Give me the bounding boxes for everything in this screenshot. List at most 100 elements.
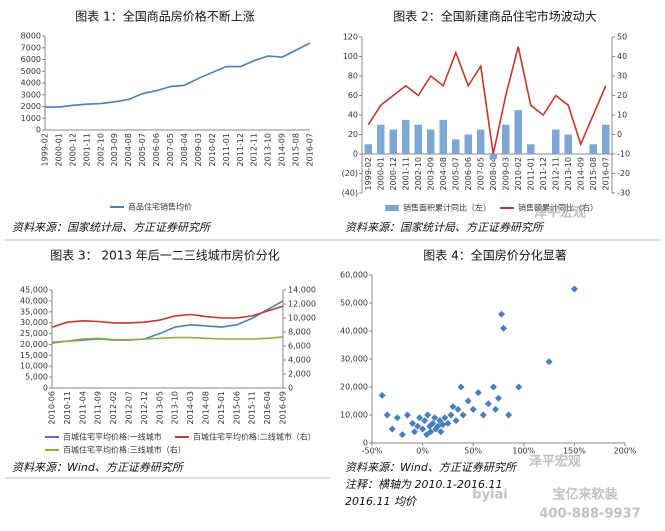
y2-tick-label: -30 bbox=[617, 189, 630, 198]
x-tick-label: 2015-08 bbox=[292, 133, 301, 166]
x-tick-label: 2016-09 bbox=[279, 391, 288, 424]
y-tick-label: 15,000 bbox=[20, 351, 48, 360]
x-tick-label: 1999-02 bbox=[364, 157, 373, 190]
bar bbox=[564, 134, 572, 154]
y-tick-label: 45,000 bbox=[20, 286, 48, 295]
x-tick-label: 2005-07 bbox=[138, 133, 147, 166]
legend-label: 销售面积累计同比（左） bbox=[403, 203, 491, 213]
x-tick-label: 2006-06 bbox=[152, 133, 161, 166]
point bbox=[459, 411, 467, 419]
y-tick-label: 7000 bbox=[21, 43, 41, 52]
point bbox=[439, 421, 447, 429]
x-tick-label: 2003-09 bbox=[426, 157, 435, 190]
point bbox=[393, 414, 401, 422]
point bbox=[419, 425, 427, 433]
y-tick-label: 20,000 bbox=[20, 340, 48, 349]
x-tick-label: 2000-01 bbox=[376, 157, 385, 190]
point bbox=[457, 383, 465, 391]
watermark: byiai bbox=[472, 488, 507, 503]
point bbox=[408, 419, 416, 427]
y2-tick-label: 2,000 bbox=[288, 370, 311, 379]
bar bbox=[602, 124, 610, 154]
x-tick-label: 2010-11 bbox=[63, 391, 72, 424]
y-tick-label: 80 bbox=[348, 72, 358, 81]
y-tick-label: 10,000 bbox=[20, 362, 48, 371]
point bbox=[495, 394, 502, 402]
chart-title: 图表 2：全国新建商品住宅市场波动大 bbox=[393, 9, 596, 24]
y-tick-label: 0 bbox=[43, 384, 48, 393]
x-tick-label: 2003-09 bbox=[110, 133, 119, 166]
x-tick-label: 2012-07 bbox=[125, 391, 134, 424]
point bbox=[414, 422, 422, 430]
point bbox=[449, 403, 457, 411]
y-tick-label: 100 bbox=[343, 52, 358, 61]
legend-label: 商品住宅销售均价 bbox=[128, 202, 192, 212]
x-tick-label: 2012-12 bbox=[140, 391, 149, 424]
x-tick-label: 2000-12 bbox=[389, 157, 398, 190]
watermark: 400-888-9937 bbox=[539, 507, 640, 522]
x-tick-label: 2014-08 bbox=[202, 391, 211, 424]
bar bbox=[414, 124, 422, 154]
point bbox=[436, 417, 444, 425]
x-tick-label: 150% bbox=[563, 447, 586, 456]
note: 2016.11 均价 bbox=[345, 495, 417, 508]
chart-title: 图表 3： 2013 年后一二三线城市房价分化 bbox=[50, 248, 280, 263]
series-line bbox=[51, 305, 284, 328]
x-tick-label: 2014-09 bbox=[278, 133, 287, 166]
x-tick-label: 2011-01 bbox=[222, 133, 231, 166]
point bbox=[484, 400, 492, 408]
chart-title: 图表 4：全国房价分化显著 bbox=[423, 248, 566, 263]
source: 资料来源：Wind、方正证券研究所 bbox=[345, 461, 518, 474]
x-tick-label: 2015-06 bbox=[232, 391, 241, 424]
x-tick-label: 2013-10 bbox=[564, 157, 573, 190]
x-tick-label: 2008-04 bbox=[489, 157, 498, 190]
y2-tick-label: -10 bbox=[617, 150, 630, 159]
series-line bbox=[51, 300, 284, 344]
point bbox=[427, 428, 435, 436]
y2-tick-label: 30 bbox=[617, 72, 627, 81]
series-line bbox=[367, 46, 607, 155]
bar bbox=[502, 124, 510, 154]
point bbox=[434, 422, 442, 430]
x-tick-label: 2012-11 bbox=[551, 157, 560, 190]
point bbox=[424, 411, 432, 419]
x-tick-label: 2016-07 bbox=[601, 157, 610, 190]
y-tick-label: 4000 bbox=[21, 79, 41, 88]
x-tick-label: 2012-11 bbox=[250, 133, 259, 166]
source: 资料来源：国家统计局、方正证券研究所 bbox=[345, 221, 545, 234]
x-tick-label: 2010-02 bbox=[208, 133, 217, 166]
y-tick-label: 2000 bbox=[21, 102, 41, 111]
point bbox=[431, 414, 439, 422]
bar bbox=[427, 129, 435, 154]
y-tick-label: 1000 bbox=[21, 114, 41, 123]
point bbox=[441, 414, 449, 422]
y-tick-label: 0 bbox=[363, 439, 368, 448]
x-tick-label: 2009-03 bbox=[194, 133, 203, 166]
series-line bbox=[45, 42, 311, 108]
y2-tick-label: 8,000 bbox=[288, 328, 311, 337]
x-tick-label: 2005-07 bbox=[451, 157, 460, 190]
bar bbox=[389, 129, 397, 154]
y2-tick-label: 0 bbox=[617, 130, 622, 139]
y-tick-label: 25,000 bbox=[20, 329, 48, 338]
x-tick-label: 2001-11 bbox=[401, 157, 410, 190]
y-tick-label: 20 bbox=[348, 130, 358, 139]
y2-tick-label: 50 bbox=[617, 33, 627, 42]
y2-tick-label: 6,000 bbox=[288, 342, 311, 351]
y-tick-label: 40,000 bbox=[340, 327, 368, 336]
legend-swatch bbox=[385, 205, 399, 211]
x-tick-label: 2016-07 bbox=[306, 133, 315, 166]
x-tick-label: 2002-10 bbox=[414, 157, 423, 190]
bar bbox=[477, 129, 485, 154]
x-tick-label: 2006-06 bbox=[464, 157, 473, 190]
x-tick-label: 2007-05 bbox=[476, 157, 485, 190]
y-tick-label: 0 bbox=[36, 126, 41, 135]
x-tick-label: 2015-11 bbox=[248, 391, 257, 424]
legend-label: 百城住宅平均价格:三线城市（右） bbox=[63, 445, 186, 455]
bar bbox=[527, 144, 535, 154]
y2-tick-label: 14,000 bbox=[288, 286, 316, 295]
bar bbox=[364, 144, 372, 154]
watermark: 宝亿来软装 bbox=[552, 487, 617, 503]
x-tick-label: 1999-02 bbox=[41, 133, 50, 166]
